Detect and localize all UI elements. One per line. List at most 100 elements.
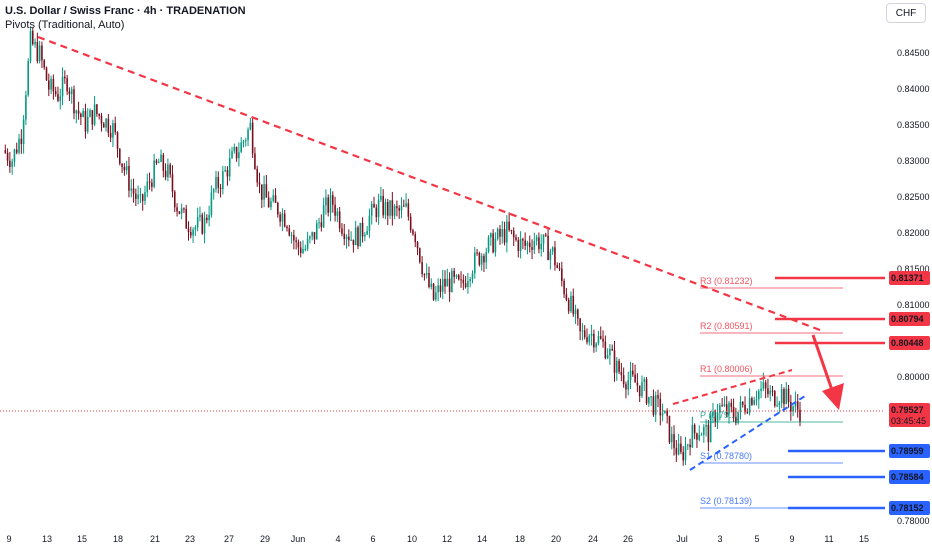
candle-body xyxy=(277,202,279,215)
candle xyxy=(293,229,295,250)
candle-body xyxy=(341,228,343,234)
candle xyxy=(723,396,726,408)
candle xyxy=(263,175,265,208)
candle xyxy=(84,103,87,139)
candle xyxy=(251,117,254,159)
candle-body xyxy=(425,273,428,275)
x-tick-label: 12 xyxy=(442,534,452,544)
support-price-label-bg xyxy=(889,470,930,484)
support-price-label-text: 0.78959 xyxy=(891,446,924,456)
candle xyxy=(93,95,96,127)
candle-body xyxy=(9,160,11,167)
candle-body xyxy=(627,380,630,390)
candle-body xyxy=(755,399,758,401)
candle-body xyxy=(728,402,730,415)
candle-body xyxy=(462,279,465,284)
last-price-text: 0.79527 xyxy=(891,405,924,415)
candle xyxy=(249,117,252,131)
candle-body xyxy=(306,238,309,249)
candle-body xyxy=(538,237,540,250)
candle xyxy=(391,191,394,226)
candle xyxy=(226,166,229,186)
candle-body xyxy=(43,60,46,68)
candle xyxy=(11,158,13,175)
candle xyxy=(128,156,130,198)
countdown-text: 03:45:45 xyxy=(891,416,926,426)
currency-button[interactable]: CHF xyxy=(886,3,926,23)
candle-body xyxy=(524,240,526,246)
candle xyxy=(283,209,286,228)
candle-body xyxy=(652,396,655,415)
candle xyxy=(311,231,313,241)
candle-body xyxy=(80,113,82,118)
candle xyxy=(544,232,547,237)
candle xyxy=(366,225,368,235)
candle xyxy=(6,148,9,166)
candle-body xyxy=(29,31,32,62)
candle xyxy=(139,187,142,204)
candle-body xyxy=(212,189,215,193)
candle-body xyxy=(89,110,91,117)
candle xyxy=(595,342,597,353)
x-tick-label: 10 xyxy=(407,534,417,544)
candle xyxy=(185,204,188,229)
candle-body xyxy=(686,444,689,446)
candle-body xyxy=(217,177,220,188)
candle xyxy=(354,220,357,246)
candle-body xyxy=(412,230,414,235)
candle-body xyxy=(270,201,272,208)
candle xyxy=(306,231,309,251)
candle-body xyxy=(632,370,634,375)
candle-body xyxy=(141,194,144,201)
candle xyxy=(130,179,133,198)
candle xyxy=(732,398,735,422)
candle xyxy=(343,223,346,246)
candle xyxy=(744,396,746,415)
candle xyxy=(602,330,604,348)
candle-body xyxy=(561,268,563,281)
candle-body xyxy=(132,188,135,194)
candle-body xyxy=(544,234,547,236)
y-tick-label: 0.82000 xyxy=(897,228,930,238)
candle xyxy=(599,326,602,340)
candle-body xyxy=(661,413,664,416)
candle-body xyxy=(409,216,412,231)
candle xyxy=(496,227,499,241)
candle xyxy=(256,165,259,187)
candle xyxy=(423,273,426,281)
time-axis: 9 13 15 18 21 23 27 29 Jun 4 6 10 12 14 18 20 24 26 Jul 3 5 9… xyxy=(6,534,869,544)
candle-body xyxy=(535,237,538,241)
candle xyxy=(405,193,407,208)
candle-body xyxy=(753,399,755,405)
candle-body xyxy=(233,147,236,152)
candle-body xyxy=(4,150,7,153)
candle-body xyxy=(201,214,204,234)
candle xyxy=(719,402,721,421)
candle xyxy=(192,227,194,243)
candle xyxy=(50,75,52,94)
x-tick-label: 29 xyxy=(260,534,270,544)
candle xyxy=(492,229,494,254)
candle-body xyxy=(595,343,597,348)
candle xyxy=(231,146,233,159)
candle xyxy=(13,148,16,167)
candle xyxy=(320,214,323,232)
candle-body xyxy=(682,452,684,461)
candle-body xyxy=(130,188,133,191)
candle-body xyxy=(176,207,178,212)
candle-body xyxy=(577,309,579,319)
candle xyxy=(144,185,146,205)
candle xyxy=(570,291,572,314)
candle xyxy=(638,385,641,402)
candle-body xyxy=(643,379,646,382)
candle xyxy=(769,385,772,402)
candle xyxy=(780,384,783,409)
candle-body xyxy=(359,222,362,247)
candle-body xyxy=(256,168,259,183)
candle xyxy=(373,196,375,208)
candle-body xyxy=(370,203,373,216)
candle-body xyxy=(364,234,366,237)
candle xyxy=(428,266,430,289)
candle-body xyxy=(767,388,769,395)
